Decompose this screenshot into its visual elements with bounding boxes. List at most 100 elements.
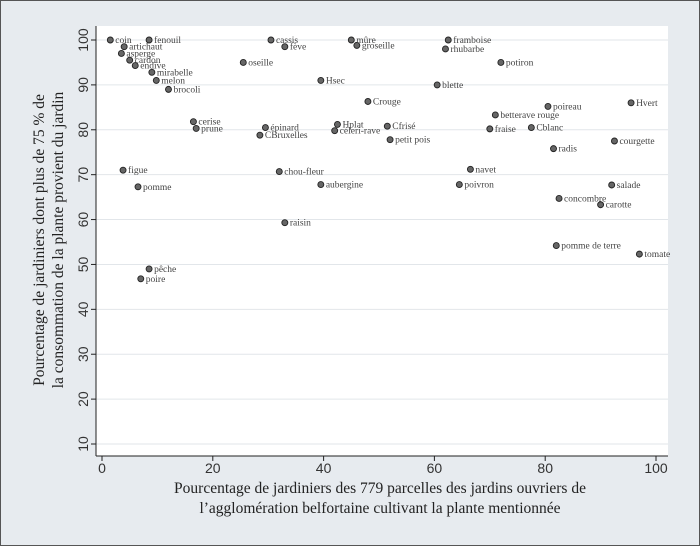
point-label: artichaut bbox=[129, 43, 163, 53]
point-label: oseille bbox=[248, 58, 273, 68]
x-axis-title-line1: Pourcentage de jardiniers des 779 parcel… bbox=[174, 480, 586, 497]
point-label: blette bbox=[442, 81, 463, 91]
x-tick-label: 100 bbox=[644, 460, 668, 476]
point-label: tomate bbox=[644, 250, 670, 260]
data-point bbox=[331, 127, 339, 135]
point-label: melon bbox=[161, 76, 185, 86]
data-point bbox=[256, 131, 264, 139]
point-label: courgette bbox=[619, 137, 654, 147]
data-point bbox=[552, 242, 560, 250]
y-tick-label: 10 bbox=[75, 436, 91, 452]
data-point bbox=[120, 43, 128, 51]
data-point bbox=[608, 181, 616, 189]
data-point bbox=[117, 50, 125, 57]
data-point bbox=[148, 68, 156, 76]
y-tick-label: 20 bbox=[75, 391, 91, 407]
data-point bbox=[491, 111, 499, 119]
point-label: betterave rouge bbox=[500, 111, 559, 121]
point-label: aubergine bbox=[326, 181, 363, 191]
data-point bbox=[635, 250, 643, 258]
point-label: Hvert bbox=[636, 99, 658, 109]
x-tick-label: 40 bbox=[316, 460, 332, 476]
data-point bbox=[119, 166, 127, 174]
data-point bbox=[192, 124, 200, 132]
data-point bbox=[239, 58, 247, 66]
point-label: cardon bbox=[135, 56, 161, 66]
point-label: Hplat bbox=[342, 120, 363, 130]
data-point bbox=[497, 58, 505, 66]
data-point bbox=[317, 181, 325, 188]
y-tick-label: 40 bbox=[75, 301, 91, 317]
point-label: navet bbox=[475, 165, 496, 175]
data-point bbox=[106, 36, 114, 44]
data-point bbox=[165, 85, 172, 93]
y-tick-label: 90 bbox=[75, 77, 91, 93]
point-label: concombre bbox=[564, 194, 606, 204]
data-point bbox=[364, 98, 372, 105]
data-point bbox=[433, 81, 441, 89]
data-point bbox=[597, 201, 605, 209]
point-label: pomme de terre bbox=[561, 242, 621, 252]
point-label: framboise bbox=[453, 35, 491, 46]
data-point bbox=[134, 183, 142, 191]
x-tick-label: 60 bbox=[427, 460, 443, 476]
data-point bbox=[145, 36, 153, 44]
data-point bbox=[466, 165, 474, 173]
point-label: poireau bbox=[553, 102, 582, 112]
point-label: figue bbox=[128, 165, 148, 176]
data-point bbox=[555, 195, 563, 202]
x-tick-label: 0 bbox=[98, 460, 106, 476]
data-point bbox=[152, 76, 160, 84]
point-label: petit pois bbox=[395, 136, 430, 146]
data-point bbox=[383, 122, 391, 130]
point-label: groseille bbox=[362, 41, 395, 51]
point-label: cerise bbox=[198, 118, 220, 128]
y-tick-label: 50 bbox=[75, 256, 91, 272]
x-tick-label: 20 bbox=[205, 460, 221, 476]
point-label: pêche bbox=[154, 265, 176, 275]
data-point bbox=[317, 76, 325, 84]
data-point bbox=[627, 99, 635, 107]
data-point bbox=[145, 265, 153, 273]
data-point bbox=[455, 181, 463, 188]
data-point bbox=[281, 219, 289, 227]
data-point bbox=[386, 136, 394, 144]
point-label: poivron bbox=[464, 181, 494, 191]
plot-area bbox=[96, 26, 668, 456]
data-point bbox=[137, 275, 145, 283]
point-label: mûre bbox=[356, 36, 376, 46]
point-label: céleri-rave bbox=[340, 127, 381, 137]
point-label: prune bbox=[201, 124, 223, 134]
data-point bbox=[131, 62, 139, 70]
point-label: chou-fleur bbox=[284, 167, 324, 178]
data-point bbox=[261, 124, 269, 131]
data-point bbox=[281, 43, 289, 51]
point-label: carotte bbox=[606, 201, 632, 211]
data-point bbox=[442, 45, 449, 53]
x-axis-title-line2: l’agglomération belfortaine cultivant la… bbox=[199, 500, 560, 517]
point-label: mirabelle bbox=[157, 68, 193, 78]
data-point bbox=[334, 120, 341, 128]
data-point bbox=[353, 41, 361, 49]
point-label: fève bbox=[290, 42, 306, 53]
point-label: endive bbox=[140, 62, 165, 72]
point-label: cassis bbox=[276, 36, 298, 46]
axes bbox=[95, 26, 668, 457]
point-label: coin bbox=[115, 36, 132, 46]
point-label: fraise bbox=[495, 124, 516, 135]
point-label: Crouge bbox=[373, 97, 401, 107]
y-tick-label: 80 bbox=[75, 122, 91, 138]
data-points bbox=[106, 36, 643, 283]
y-axis-title-line2: la consommation de la plante provient du… bbox=[50, 91, 67, 388]
data-point bbox=[275, 168, 283, 175]
axis-ticks: 10 20 30 40 50 60 70 80 90 100 0 20 40 60 80 100 bbox=[75, 28, 668, 476]
point-label: poire bbox=[146, 275, 166, 285]
y-tick-label: 70 bbox=[75, 167, 91, 183]
y-axis-title-line1: Pourcentage de jardiniers dont plus de 7… bbox=[31, 94, 48, 386]
point-label: fenouil bbox=[154, 35, 181, 46]
data-point bbox=[550, 145, 557, 153]
point-label: CBruxelles bbox=[265, 131, 308, 141]
data-point bbox=[189, 118, 197, 126]
y-tick-label: 30 bbox=[75, 346, 91, 362]
